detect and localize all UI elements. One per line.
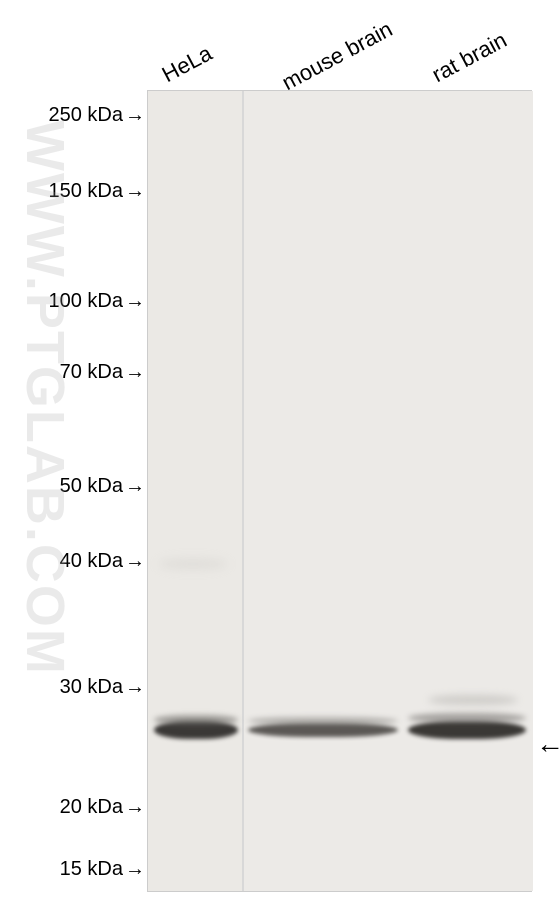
protein-band — [154, 715, 238, 725]
blot-panel — [244, 91, 533, 891]
mw-marker-text: 15 kDa — [60, 858, 123, 881]
arrow-right-icon: → — [125, 104, 145, 127]
western-blot-figure: WWW.PTGLAB.COM HeLamouse brainrat brain … — [0, 0, 560, 903]
protein-band — [428, 695, 518, 705]
mw-marker-text: 100 kDa — [49, 290, 124, 313]
blot-membrane-area — [147, 90, 532, 892]
lane-label: rat brain — [428, 27, 511, 88]
protein-band — [248, 717, 398, 725]
mw-marker-label: 30 kDa→ — [60, 676, 145, 699]
arrow-right-icon: → — [125, 475, 145, 498]
arrow-right-icon: → — [125, 858, 145, 881]
arrow-right-icon: → — [125, 676, 145, 699]
mw-marker-label: 40 kDa→ — [60, 550, 145, 573]
mw-marker-text: 30 kDa — [60, 676, 123, 699]
mw-marker-text: 20 kDa — [60, 796, 123, 819]
mw-marker-label: 150 kDa→ — [49, 180, 146, 203]
blot-background — [148, 91, 531, 891]
faint-band — [158, 559, 228, 569]
mw-marker-label: 250 kDa→ — [49, 104, 146, 127]
blot-panel — [148, 91, 242, 891]
arrow-right-icon: → — [125, 290, 145, 313]
arrow-right-icon: → — [125, 180, 145, 203]
protein-band — [408, 713, 526, 723]
mw-marker-text: 40 kDa — [60, 550, 123, 573]
mw-marker-label: 15 kDa→ — [60, 858, 145, 881]
mw-marker-label: 100 kDa→ — [49, 290, 146, 313]
protein-band — [248, 723, 398, 737]
arrow-right-icon: → — [125, 796, 145, 819]
mw-marker-label: 70 kDa→ — [60, 361, 145, 384]
arrow-right-icon: → — [125, 361, 145, 384]
lane-label: mouse brain — [278, 16, 397, 96]
mw-marker-label: 50 kDa→ — [60, 475, 145, 498]
protein-band — [408, 721, 526, 739]
target-band-arrow-icon: ← — [536, 730, 560, 758]
molecular-weight-ladder: 250 kDa→150 kDa→100 kDa→70 kDa→50 kDa→40… — [0, 0, 145, 903]
mw-marker-text: 70 kDa — [60, 361, 123, 384]
panel-divider — [242, 91, 244, 891]
mw-marker-text: 250 kDa — [49, 104, 124, 127]
mw-marker-text: 150 kDa — [49, 180, 124, 203]
lane-label: HeLa — [158, 40, 217, 88]
arrow-right-icon: → — [125, 550, 145, 573]
mw-marker-text: 50 kDa — [60, 475, 123, 498]
mw-marker-label: 20 kDa→ — [60, 796, 145, 819]
